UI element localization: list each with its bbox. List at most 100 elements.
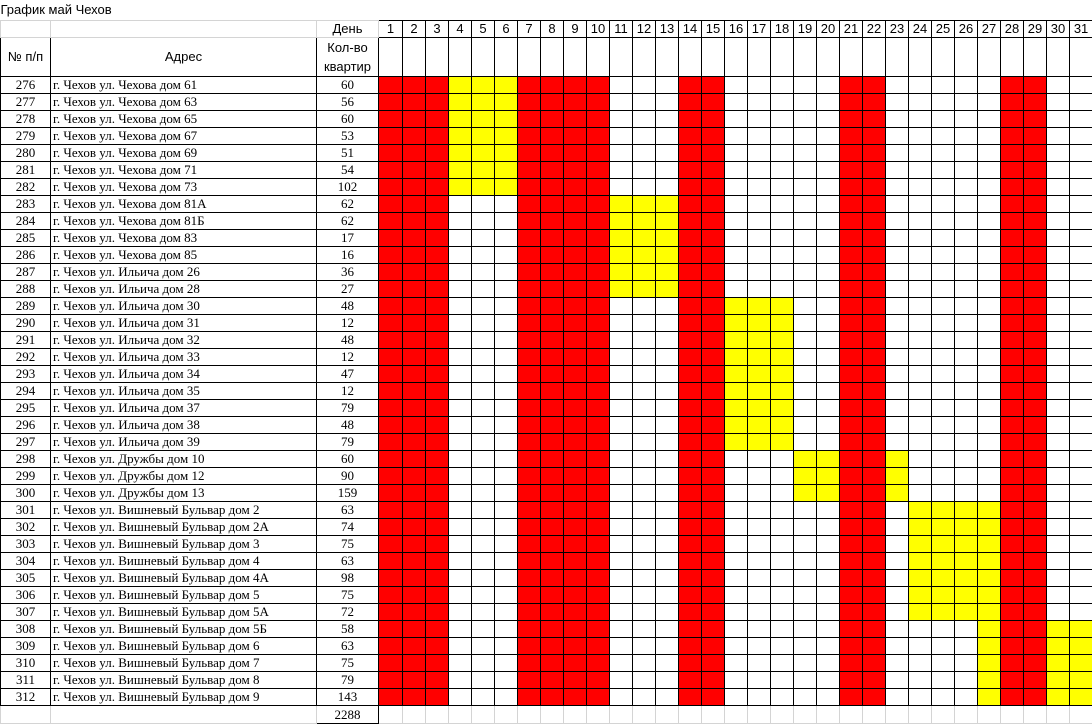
day-cell[interactable] (494, 484, 518, 502)
day-cell[interactable] (517, 127, 541, 145)
day-cell[interactable] (563, 314, 587, 332)
total-blank-day[interactable] (540, 705, 564, 724)
row-number[interactable]: 276 (0, 76, 51, 94)
row-address[interactable]: г. Чехов ул. Дружбы дом 13 (50, 484, 317, 502)
day-cell[interactable] (655, 501, 679, 519)
day-cell[interactable] (517, 144, 541, 162)
day-cell[interactable] (494, 688, 518, 706)
day-cell[interactable] (1068, 93, 1092, 111)
day-cell[interactable] (517, 654, 541, 672)
day-cell[interactable] (494, 331, 518, 349)
day-cell[interactable] (954, 246, 978, 264)
day-cell[interactable] (655, 671, 679, 689)
day-cell[interactable] (471, 161, 495, 179)
day-cell[interactable] (1046, 416, 1070, 434)
day-cell[interactable] (471, 348, 495, 366)
row-flats[interactable]: 53 (316, 127, 379, 145)
day-cell[interactable] (724, 263, 748, 281)
day-cell[interactable] (885, 229, 909, 247)
day-cell[interactable] (517, 365, 541, 383)
day-cell[interactable] (494, 569, 518, 587)
day-cell[interactable] (793, 688, 817, 706)
day-cell[interactable] (1068, 535, 1092, 553)
day-cell[interactable] (862, 110, 886, 128)
day-cell[interactable] (908, 229, 932, 247)
day-cell[interactable] (839, 603, 863, 621)
day-cell[interactable] (678, 212, 702, 230)
day-cell[interactable] (793, 314, 817, 332)
day-cell[interactable] (724, 93, 748, 111)
day-header-12[interactable]: 12 (632, 20, 656, 38)
day-cell[interactable] (701, 195, 725, 213)
day-cell[interactable] (977, 518, 1001, 536)
day-cell[interactable] (724, 688, 748, 706)
day-cell[interactable] (701, 671, 725, 689)
day-cell[interactable] (402, 535, 426, 553)
day-cell[interactable] (494, 161, 518, 179)
day-cell[interactable] (402, 552, 426, 570)
day-header-blank[interactable] (540, 37, 564, 77)
day-cell[interactable] (954, 365, 978, 383)
day-cell[interactable] (908, 314, 932, 332)
day-cell[interactable] (931, 688, 955, 706)
day-cell[interactable] (1068, 569, 1092, 587)
day-cell[interactable] (378, 127, 403, 145)
day-cell[interactable] (425, 144, 449, 162)
day-cell[interactable] (931, 297, 955, 315)
day-cell[interactable] (770, 93, 794, 111)
row-address[interactable]: г. Чехов ул. Чехова дом 85 (50, 246, 317, 264)
day-cell[interactable] (678, 637, 702, 655)
day-cell[interactable] (816, 314, 840, 332)
day-cell[interactable] (1023, 467, 1047, 485)
day-cell[interactable] (517, 399, 541, 417)
day-cell[interactable] (678, 195, 702, 213)
day-cell[interactable] (402, 416, 426, 434)
day-cell[interactable] (770, 314, 794, 332)
day-cell[interactable] (1023, 263, 1047, 281)
day-cell[interactable] (609, 552, 633, 570)
day-cell[interactable] (793, 331, 817, 349)
day-cell[interactable] (701, 382, 725, 400)
day-cell[interactable] (747, 229, 771, 247)
row-flats[interactable]: 58 (316, 620, 379, 638)
day-cell[interactable] (816, 127, 840, 145)
day-cell[interactable] (770, 552, 794, 570)
total-blank-day[interactable] (770, 705, 794, 724)
day-cell[interactable] (747, 501, 771, 519)
day-header-blank[interactable] (378, 37, 403, 77)
day-cell[interactable] (471, 552, 495, 570)
row-flats[interactable]: 12 (316, 314, 379, 332)
day-cell[interactable] (1000, 399, 1024, 417)
row-number[interactable]: 284 (0, 212, 51, 230)
day-cell[interactable] (378, 484, 403, 502)
day-cell[interactable] (378, 467, 403, 485)
day-cell[interactable] (1000, 161, 1024, 179)
day-cell[interactable] (378, 348, 403, 366)
day-cell[interactable] (1000, 535, 1024, 553)
day-cell[interactable] (839, 671, 863, 689)
day-cell[interactable] (586, 433, 610, 451)
day-cell[interactable] (977, 178, 1001, 196)
day-cell[interactable] (448, 603, 472, 621)
day-cell[interactable] (1000, 263, 1024, 281)
day-cell[interactable] (1023, 399, 1047, 417)
row-address[interactable]: г. Чехов ул. Чехова дом 73 (50, 178, 317, 196)
day-cell[interactable] (1000, 467, 1024, 485)
day-cell[interactable] (816, 212, 840, 230)
row-flats[interactable]: 75 (316, 586, 379, 604)
day-cell[interactable] (931, 144, 955, 162)
day-cell[interactable] (632, 348, 656, 366)
day-cell[interactable] (1023, 348, 1047, 366)
day-cell[interactable] (931, 314, 955, 332)
day-cell[interactable] (494, 212, 518, 230)
day-cell[interactable] (402, 110, 426, 128)
day-header-23[interactable]: 23 (885, 20, 909, 38)
day-cell[interactable] (747, 178, 771, 196)
day-cell[interactable] (724, 246, 748, 264)
day-cell[interactable] (425, 620, 449, 638)
day-cell[interactable] (1068, 518, 1092, 536)
total-blank-address[interactable] (50, 705, 317, 724)
row-address[interactable]: г. Чехов ул. Ильича дом 26 (50, 263, 317, 281)
day-cell[interactable] (724, 416, 748, 434)
day-cell[interactable] (724, 331, 748, 349)
